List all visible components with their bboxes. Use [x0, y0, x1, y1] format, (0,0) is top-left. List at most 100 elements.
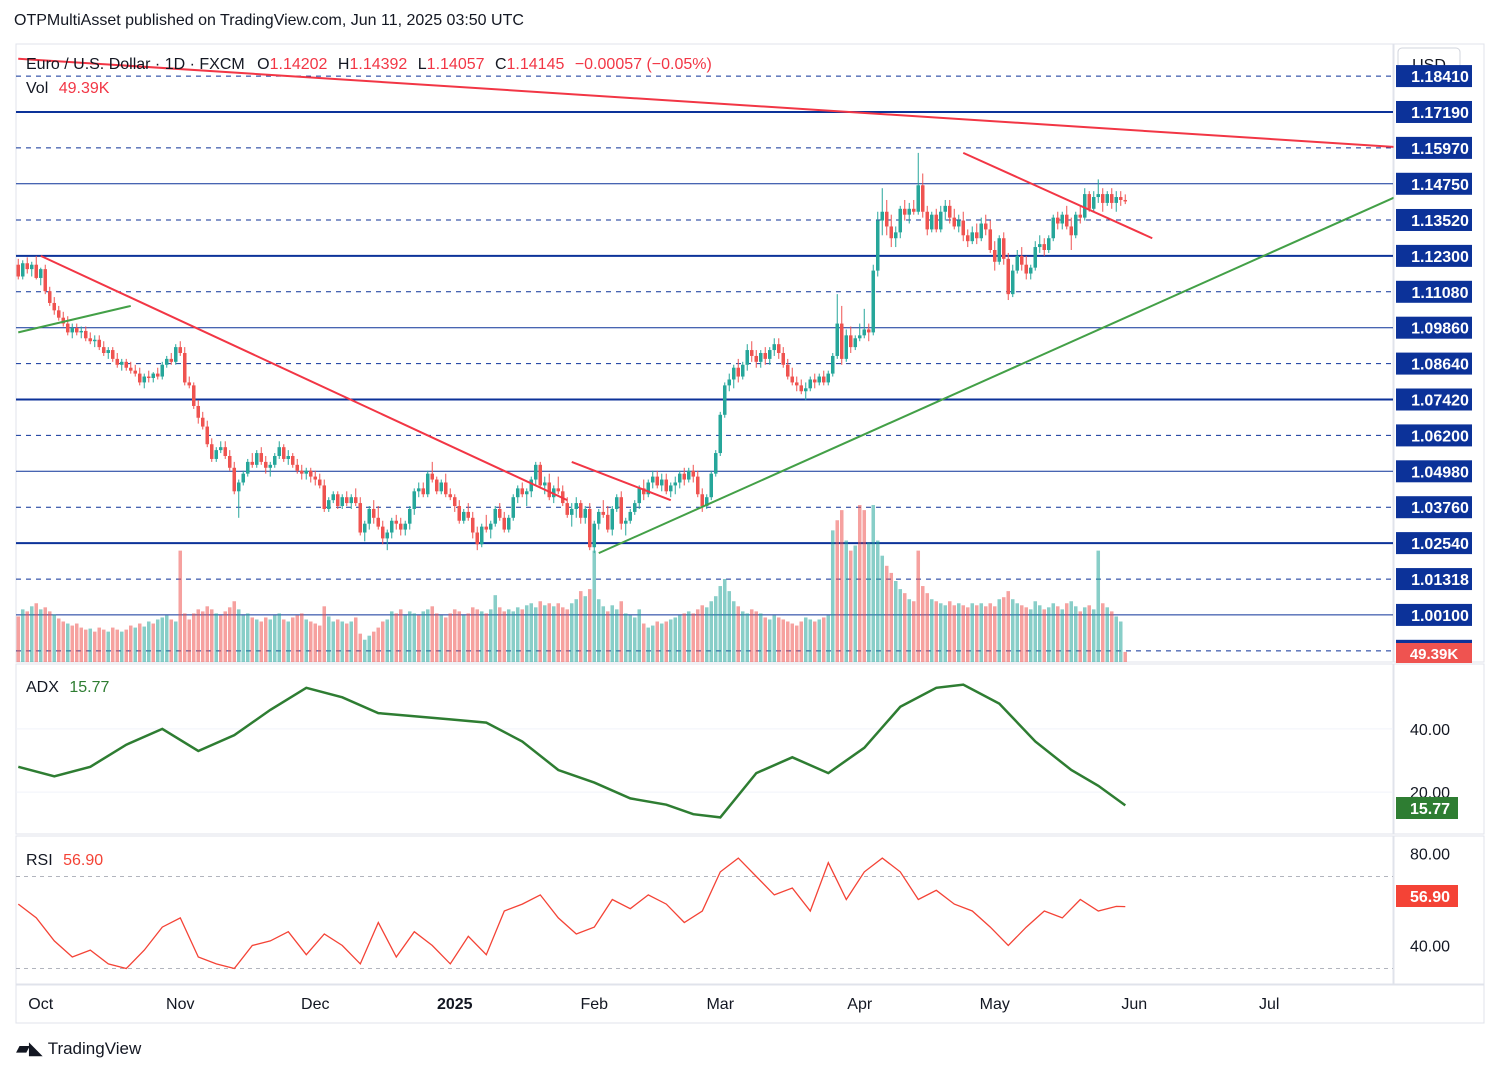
volume-bar	[898, 589, 903, 662]
candle-body	[488, 523, 493, 530]
volume-bar	[133, 627, 138, 662]
volume-bar	[173, 621, 178, 662]
candle-body	[1001, 238, 1006, 259]
volume-bar	[709, 601, 714, 662]
candle-body	[763, 353, 768, 359]
candle-body	[1114, 197, 1119, 203]
volume-bar	[475, 609, 480, 662]
candle-body	[740, 364, 745, 377]
volume-bar	[484, 613, 489, 662]
tradingview-logo-icon: ▰◣	[16, 1038, 43, 1059]
volume-bar	[448, 613, 453, 662]
candle-body	[448, 494, 453, 498]
volume-bar	[677, 615, 682, 662]
volume-bar	[65, 623, 70, 662]
candle-body	[398, 523, 403, 530]
rsi-label: RSI	[26, 852, 53, 869]
candle-body	[736, 367, 741, 377]
candle-body	[655, 476, 660, 486]
volume-bar	[470, 607, 475, 662]
volume-bar	[736, 606, 741, 662]
volume-bar	[29, 606, 34, 662]
volume-bar	[673, 617, 678, 662]
candle-body	[115, 358, 120, 365]
candle-body	[1060, 214, 1065, 224]
volume-bar	[335, 619, 340, 662]
volume-bar	[407, 611, 412, 662]
volume-bar	[443, 617, 448, 662]
volume-bar	[164, 615, 169, 662]
candle-body	[497, 508, 502, 518]
candle-body	[313, 476, 318, 480]
volume-bar	[974, 605, 979, 662]
level-label-bg	[1396, 424, 1472, 447]
candle-body	[286, 456, 291, 459]
level-label: 1.18410	[1411, 69, 1469, 86]
volume-value: 49.39K	[59, 80, 110, 97]
svg-text:RSI 56.90: RSI 56.90	[26, 852, 103, 869]
volume-bar	[754, 611, 759, 662]
volume-bar	[884, 565, 889, 662]
candle-body	[835, 323, 840, 356]
rsi-axis[interactable]	[1393, 835, 1485, 985]
candle-body	[916, 185, 921, 212]
level-label: 1.08640	[1411, 357, 1469, 374]
candle-body	[1096, 194, 1101, 198]
candle-body	[371, 508, 376, 518]
candle-body	[547, 482, 552, 498]
volume-bar	[254, 619, 259, 662]
volume-bar	[614, 609, 619, 662]
volume-bar	[911, 601, 916, 662]
volume-bar	[839, 510, 844, 662]
rsi-line	[17, 857, 1126, 970]
volume-bar	[826, 615, 831, 662]
candle-body	[1033, 247, 1038, 268]
volume-bar	[398, 609, 403, 662]
time-tick-label: May	[980, 996, 1010, 1013]
volume-bar	[493, 595, 498, 662]
candle-body	[848, 335, 853, 348]
candle-body	[1082, 194, 1087, 218]
level-label-bg	[1396, 316, 1472, 339]
candle-body	[1051, 217, 1056, 239]
volume-bar	[344, 623, 349, 662]
candle-body	[1046, 238, 1051, 250]
volume-bar	[353, 617, 358, 662]
candle-body	[335, 494, 340, 507]
candle-body	[875, 220, 880, 271]
volume-bar	[565, 609, 570, 662]
candle-body	[673, 482, 678, 486]
volume-bar	[1010, 599, 1015, 662]
candle-body	[110, 350, 115, 359]
volume-bar	[952, 605, 957, 662]
candle-body	[569, 508, 574, 515]
open-value: 1.14202	[270, 56, 328, 73]
volume-bar	[308, 621, 313, 662]
candle-body	[259, 453, 264, 462]
volume-bar	[745, 613, 750, 662]
candle-body	[241, 473, 246, 483]
candle-body	[826, 373, 831, 383]
candle-body	[844, 335, 849, 359]
candle-body	[484, 526, 489, 530]
volume-bar	[299, 613, 304, 662]
volume-bar	[191, 613, 196, 662]
chart-canvas[interactable]: Euro / U.S. Dollar · 1D · FXCM O1.14202 …	[0, 0, 1500, 1035]
volume-bar	[119, 631, 124, 662]
volume-bar	[1046, 607, 1051, 662]
volume-bar	[875, 540, 880, 662]
candle-body	[898, 208, 903, 233]
svg-text:ADX 15.77: ADX 15.77	[26, 679, 110, 696]
level-label-bg	[1396, 352, 1472, 375]
candle-body	[907, 208, 912, 215]
volume-bar	[767, 619, 772, 662]
candle-body	[146, 376, 151, 379]
candle-body	[997, 238, 1002, 262]
candle-body	[106, 350, 111, 353]
level-label: 1.12300	[1411, 249, 1469, 266]
volume-bar	[452, 609, 457, 662]
volume-bar	[151, 623, 156, 662]
candle-body	[929, 214, 934, 230]
volume-badge: 49.39K	[1410, 646, 1459, 663]
time-axis[interactable]	[15, 984, 1485, 1024]
